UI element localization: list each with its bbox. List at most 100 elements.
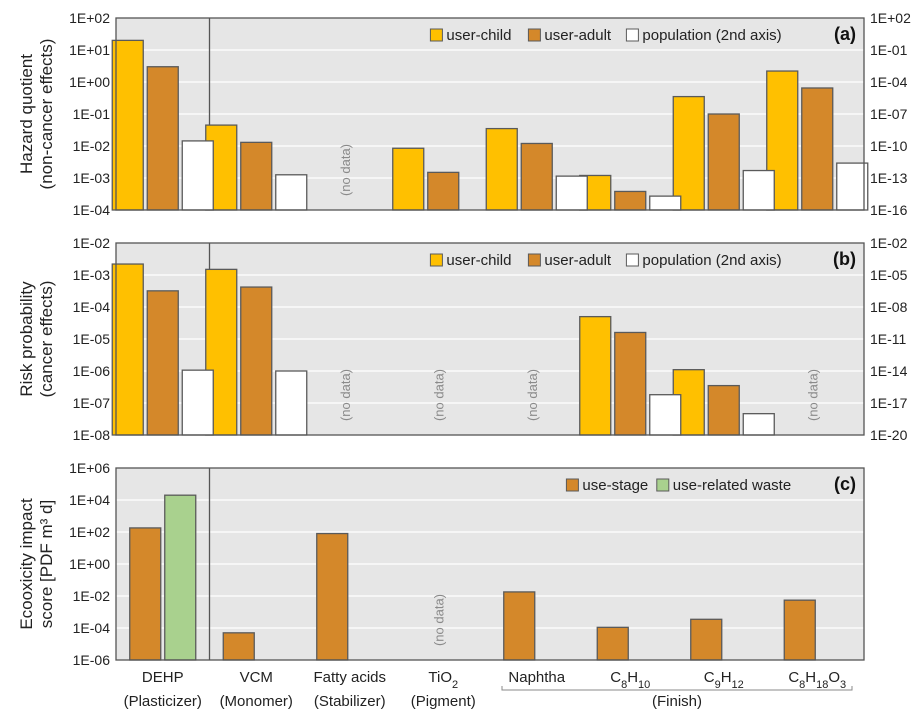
plot-border: [115, 17, 865, 211]
category-label: C9H12: [704, 669, 744, 691]
y2-tick-label: 1E+02: [870, 10, 911, 26]
bar-use-stage: [129, 527, 162, 661]
category-subscript: 2: [452, 679, 458, 691]
category-role-label: (Stabilizer): [314, 693, 386, 710]
y-tick-label: 1E-06: [73, 363, 111, 379]
y-axis-label: Ecooxicity impact: [17, 498, 36, 630]
panel-b: 1E-08 1E-07 1E-06 1E-05 1E-04 1E-03 1E-02 1E-20…: [17, 235, 908, 443]
category-name: VCM: [240, 669, 273, 686]
y2-tick-label: 1E-02: [870, 235, 908, 251]
bar-user-child: [485, 127, 518, 211]
category-label: TiO2: [428, 669, 458, 691]
bar-user-adult: [520, 142, 553, 211]
no-data-label: (no data): [525, 369, 540, 421]
y-axis-label: Hazard quotient: [17, 54, 36, 174]
panel-label: (c): [834, 474, 856, 494]
bar-user-child: [111, 263, 144, 436]
category-name: Fatty acids: [313, 669, 386, 686]
y-tick-label: 1E-03: [73, 267, 111, 283]
legend-swatch: [527, 28, 541, 42]
panel-c: 1E-06 1E-04 1E-02 1E+00 1E+02 1E+04 1E+06 Ecoox…: [17, 460, 865, 668]
legend-swatch: [625, 28, 639, 42]
y-tick-label: 1E-05: [73, 331, 111, 347]
formula-part: 12: [732, 679, 744, 691]
bar-population: [555, 175, 588, 211]
bar-population: [649, 394, 682, 436]
y2-tick-label: 1E-01: [870, 42, 908, 58]
no-data-label: (no data): [338, 144, 353, 196]
bar-population: [275, 174, 308, 211]
y2-tick-label: 1E-10: [870, 138, 908, 154]
legend-label: population (2nd axis): [642, 27, 781, 44]
y-tick-label: 1E-08: [73, 427, 111, 443]
bar-user-adult: [707, 113, 740, 211]
category-label: DEHP: [142, 669, 184, 686]
bar-user-adult: [614, 331, 647, 436]
bar-use-stage: [222, 632, 255, 661]
y-axis-label: (non-cancer effects): [37, 39, 56, 190]
category-label: C8H10: [610, 669, 650, 691]
formula-part: C: [788, 669, 799, 686]
y-axis-label: (cancer effects): [37, 281, 56, 398]
y2-tick-label: 1E-07: [870, 106, 908, 122]
category-name: DEHP: [142, 669, 184, 686]
y-tick-label: 1E+00: [69, 556, 110, 572]
y2-tick-label: 1E-17: [870, 395, 908, 411]
y-tick-label: 1E-06: [73, 652, 111, 668]
y-tick-label: 1E-03: [73, 170, 111, 186]
bar-user-adult: [801, 87, 834, 211]
formula-part: 3: [840, 679, 846, 691]
y2-tick-label: 1E-16: [870, 202, 908, 218]
bar-population: [275, 370, 308, 436]
y-tick-label: 1E-07: [73, 395, 111, 411]
y-tick-label: 1E-02: [73, 138, 111, 154]
bar-user-adult: [146, 66, 179, 211]
formula-part: 9: [715, 679, 721, 691]
plot-border: [115, 242, 865, 436]
bar-user-adult: [240, 286, 273, 436]
formula-part: H: [627, 669, 638, 686]
formula-part: O: [828, 669, 840, 686]
y-tick-label: 1E+06: [69, 460, 110, 476]
formula-part: C: [704, 669, 715, 686]
y-tick-label: 1E+02: [69, 524, 110, 540]
legend-swatch: [565, 478, 579, 492]
y-tick-label: 1E-01: [73, 106, 111, 122]
category-role-label: (Pigment): [411, 693, 476, 710]
legend-swatch: [429, 253, 443, 267]
y2-tick-label: 1E-13: [870, 170, 908, 186]
y2-tick-label: 1E-04: [870, 74, 908, 90]
finish-bracket: [501, 686, 853, 691]
bar-user-child: [579, 315, 612, 436]
bar-use-stage: [503, 591, 536, 661]
legend-label: user-adult: [544, 27, 612, 44]
panel-a: 1E-04 1E-03 1E-02 1E-01 1E+00 1E+01 1E+02 1E-16…: [17, 10, 911, 218]
bar-user-adult: [427, 171, 460, 211]
y-tick-label: 1E+02: [69, 10, 110, 26]
y-tick-label: 1E+01: [69, 42, 110, 58]
bar-user-adult: [240, 141, 273, 211]
y-tick-label: 1E+04: [69, 492, 110, 508]
formula-part: 10: [638, 679, 650, 691]
panel-label: (b): [833, 249, 856, 269]
y-tick-label: 1E+00: [69, 74, 110, 90]
bar-use-stage: [596, 626, 629, 661]
panel-label: (a): [834, 24, 856, 44]
y-tick-label: 1E-02: [73, 588, 111, 604]
bar-use-related: [164, 494, 197, 661]
bar-use-stage: [783, 599, 816, 661]
bar-use-stage: [316, 532, 349, 661]
bar-population: [649, 195, 682, 211]
legend-label: use-related waste: [673, 477, 791, 494]
y-axis-label: score [PDF m³ d]: [37, 500, 56, 628]
legend-label: use-stage: [582, 477, 648, 494]
bar-user-child: [392, 147, 425, 211]
bar-population: [836, 162, 869, 211]
y2-tick-label: 1E-11: [870, 331, 907, 347]
formula-part: 18: [816, 679, 828, 691]
bar-user-adult: [146, 290, 179, 436]
y2-tick-label: 1E-20: [870, 427, 908, 443]
y2-tick-label: 1E-08: [870, 299, 908, 315]
category-label: C8H18O3: [788, 669, 846, 691]
formula-part: H: [721, 669, 732, 686]
